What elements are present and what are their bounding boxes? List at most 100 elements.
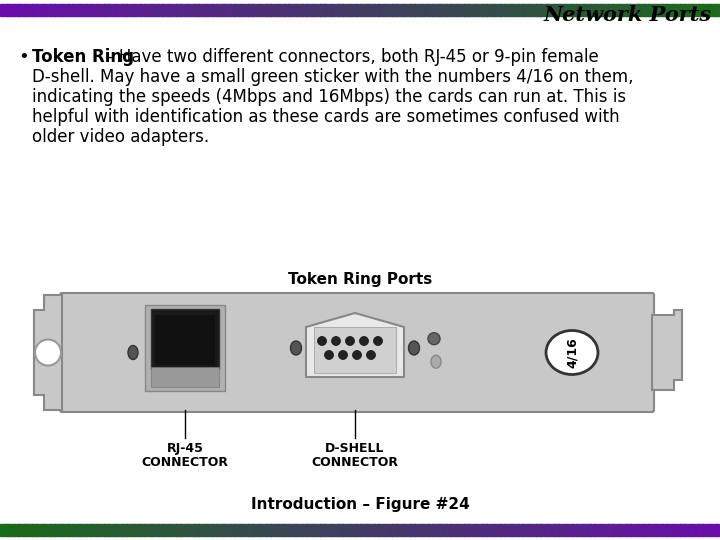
Bar xyxy=(533,4,537,16)
Bar xyxy=(270,524,274,536)
Bar xyxy=(47,524,51,536)
Bar xyxy=(446,4,451,16)
Circle shape xyxy=(331,336,341,346)
Bar xyxy=(713,524,717,536)
Bar xyxy=(7,524,12,536)
Bar xyxy=(119,4,123,16)
Polygon shape xyxy=(652,310,682,390)
Bar xyxy=(4,524,8,536)
Bar xyxy=(212,524,217,536)
Bar xyxy=(14,524,19,536)
Bar xyxy=(554,4,559,16)
Bar xyxy=(529,4,534,16)
Bar xyxy=(198,524,202,536)
Circle shape xyxy=(338,350,348,360)
Bar xyxy=(173,524,177,536)
Bar xyxy=(191,4,195,16)
Bar xyxy=(565,524,570,536)
Bar xyxy=(299,4,303,16)
Bar xyxy=(317,524,321,536)
Bar xyxy=(97,4,102,16)
Bar xyxy=(374,524,379,536)
Circle shape xyxy=(353,350,361,360)
Bar xyxy=(504,4,508,16)
Bar xyxy=(551,4,555,16)
Bar xyxy=(0,4,4,16)
Bar xyxy=(205,524,210,536)
Bar xyxy=(677,4,681,16)
Bar xyxy=(151,4,156,16)
Bar xyxy=(468,524,472,536)
Bar xyxy=(486,4,490,16)
Bar xyxy=(0,524,4,536)
Bar xyxy=(691,4,696,16)
Bar xyxy=(108,4,112,16)
Bar xyxy=(515,4,519,16)
Bar xyxy=(670,4,674,16)
Bar xyxy=(533,524,537,536)
Text: D-SHELL: D-SHELL xyxy=(325,442,384,455)
Bar xyxy=(230,524,235,536)
Bar xyxy=(464,4,469,16)
Bar xyxy=(320,524,325,536)
Bar xyxy=(158,4,163,16)
Bar xyxy=(457,4,462,16)
Text: •: • xyxy=(18,48,29,66)
Bar xyxy=(58,524,62,536)
Bar xyxy=(306,524,310,536)
Bar xyxy=(162,524,166,536)
Bar xyxy=(310,524,314,536)
Bar xyxy=(281,524,285,536)
Bar xyxy=(479,524,483,536)
Bar xyxy=(475,524,480,536)
Text: helpful with identification as these cards are sometimes confused with: helpful with identification as these car… xyxy=(32,108,620,126)
Bar xyxy=(716,524,720,536)
Bar xyxy=(493,4,498,16)
Text: Network Ports: Network Ports xyxy=(544,5,712,25)
Bar xyxy=(389,524,393,536)
Bar xyxy=(446,524,451,536)
Bar xyxy=(698,4,703,16)
Bar xyxy=(536,524,541,536)
Bar xyxy=(36,4,40,16)
Bar xyxy=(151,524,156,536)
Bar xyxy=(364,524,368,536)
Bar xyxy=(608,4,613,16)
Bar xyxy=(500,4,505,16)
Bar xyxy=(522,524,526,536)
Bar xyxy=(47,4,51,16)
Bar xyxy=(641,4,645,16)
Text: 4/16: 4/16 xyxy=(565,337,578,368)
Bar xyxy=(313,524,318,536)
Bar xyxy=(659,524,663,536)
Bar xyxy=(299,524,303,536)
Bar xyxy=(11,524,15,536)
Bar xyxy=(306,4,310,16)
Bar xyxy=(457,524,462,536)
Bar xyxy=(72,524,76,536)
Circle shape xyxy=(359,336,369,346)
Bar xyxy=(137,4,141,16)
Bar xyxy=(461,524,465,536)
Bar xyxy=(583,524,588,536)
Bar xyxy=(25,4,30,16)
Bar xyxy=(133,524,138,536)
Bar xyxy=(22,4,26,16)
Text: Token Ring Ports: Token Ring Ports xyxy=(288,272,432,287)
Bar xyxy=(324,4,328,16)
Bar xyxy=(205,4,210,16)
Bar xyxy=(371,524,375,536)
Bar xyxy=(630,524,634,536)
Bar xyxy=(709,4,714,16)
Bar xyxy=(652,4,656,16)
Bar xyxy=(145,305,225,391)
Bar xyxy=(407,4,411,16)
Bar xyxy=(43,4,48,16)
Bar xyxy=(115,524,120,536)
Ellipse shape xyxy=(546,330,598,375)
Circle shape xyxy=(366,350,376,360)
Bar xyxy=(587,524,591,536)
Bar xyxy=(464,524,469,536)
Bar xyxy=(112,524,116,536)
Bar xyxy=(353,524,357,536)
